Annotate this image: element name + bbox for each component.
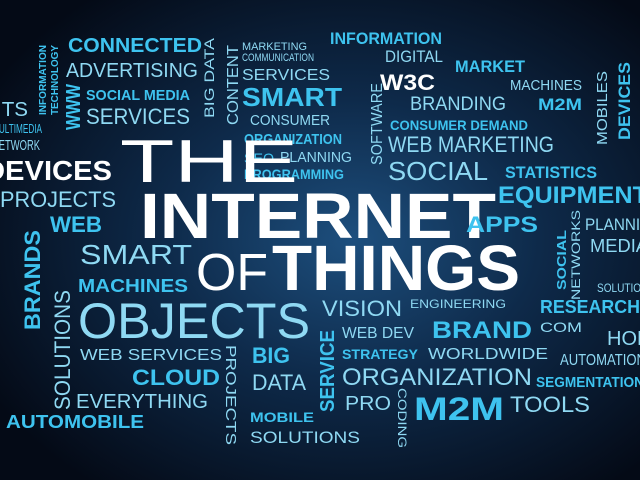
- word: W3C: [380, 70, 435, 95]
- word: MOBILE: [250, 409, 314, 425]
- word: CONTENT: [225, 45, 242, 125]
- word: WEB: [50, 212, 102, 237]
- word: VISION: [322, 296, 402, 321]
- word: STRATEGY: [342, 346, 419, 362]
- word: BIG: [252, 343, 290, 368]
- word: SOLUTIONS: [597, 281, 640, 295]
- word: MOBILES: [594, 71, 611, 145]
- word: CODING: [395, 388, 409, 448]
- word: INTERNET: [140, 180, 496, 252]
- word: EQUIPMENT: [498, 182, 640, 209]
- word: WORLDWIDE: [428, 346, 548, 363]
- word: SOCIAL: [388, 156, 488, 186]
- word: STATISTICS: [505, 163, 597, 182]
- word: SERVICES: [86, 104, 190, 129]
- word: BRANDS: [20, 230, 45, 330]
- word: M2M: [538, 95, 582, 114]
- word: PROJECTS: [222, 345, 239, 445]
- word: MULTIMEDIA: [0, 121, 42, 136]
- word: WEB DEV: [342, 325, 414, 342]
- word: SOLUTIONS: [50, 290, 75, 410]
- word: SERVICES: [242, 67, 330, 84]
- word: CONSUMER DEMAND: [390, 117, 528, 133]
- word: DATA: [252, 370, 306, 395]
- word: SEO: [244, 150, 274, 166]
- word: EVERYTHING: [76, 391, 208, 413]
- word: MACHINES: [78, 276, 188, 296]
- word: TECHNOLOGY: [50, 45, 61, 115]
- word: MARKET: [455, 57, 526, 76]
- word: DEVICES: [615, 62, 634, 140]
- word: PROGRAMMING: [244, 166, 344, 182]
- word: MARKETING: [242, 41, 307, 53]
- word: INFORMATION: [330, 29, 442, 48]
- word: PROJECTS: [0, 187, 116, 212]
- word: APPS: [466, 212, 538, 237]
- word: PLANNING: [280, 149, 352, 166]
- word: SMART: [80, 239, 192, 270]
- word: MEDIA: [590, 236, 640, 256]
- word: NETWORK: [0, 137, 40, 154]
- word: DEVICES: [0, 155, 112, 186]
- word: PRO: [345, 393, 391, 415]
- word: CONNECTED: [68, 35, 202, 57]
- word: WEB SERVICES: [80, 347, 222, 364]
- word: CLOUD: [132, 365, 220, 390]
- word: SMART: [242, 82, 342, 112]
- word: WWW: [63, 84, 85, 130]
- word: COM: [540, 319, 582, 335]
- word: BIG DATA: [201, 37, 217, 118]
- word: THINGS: [272, 232, 520, 304]
- word: AUTOMOBILE: [6, 412, 144, 432]
- word: COMMUNICATION: [242, 52, 314, 64]
- word: DIGITAL: [385, 47, 443, 66]
- word: BRANDING: [410, 94, 506, 115]
- word: PLANNING: [585, 215, 640, 234]
- word: WEB MARKETING: [388, 132, 554, 157]
- word: M2M: [414, 391, 504, 427]
- word: NETWORKS: [569, 210, 583, 300]
- word: SOCIAL MEDIA: [86, 87, 190, 104]
- word: ITS: [0, 99, 28, 121]
- word: OF: [196, 244, 268, 302]
- word: MACHINES: [510, 77, 582, 94]
- word: ADVERTISING: [66, 60, 198, 82]
- word: SERVICE: [317, 330, 339, 412]
- word: SOLUTIONS: [250, 428, 360, 447]
- word: ENGINEERING: [410, 297, 506, 311]
- word: SEGMENTATION: [536, 374, 640, 391]
- word: CONSUMER: [250, 112, 330, 129]
- word: THE: [120, 128, 298, 195]
- word: HOME: [607, 328, 640, 350]
- word: OBJECTS: [78, 293, 310, 349]
- word: ORGANIZATION: [342, 364, 532, 391]
- word: AUTOMATION: [560, 352, 640, 369]
- word: RESEARCH: [540, 297, 640, 317]
- word: SOCIAL: [554, 230, 569, 290]
- word: INFORMATION: [38, 45, 49, 115]
- word: BRAND: [432, 317, 532, 344]
- word: SOFTWARE: [369, 83, 386, 165]
- word: ORGANIZATION: [244, 131, 342, 148]
- word: TOOLS: [510, 392, 590, 417]
